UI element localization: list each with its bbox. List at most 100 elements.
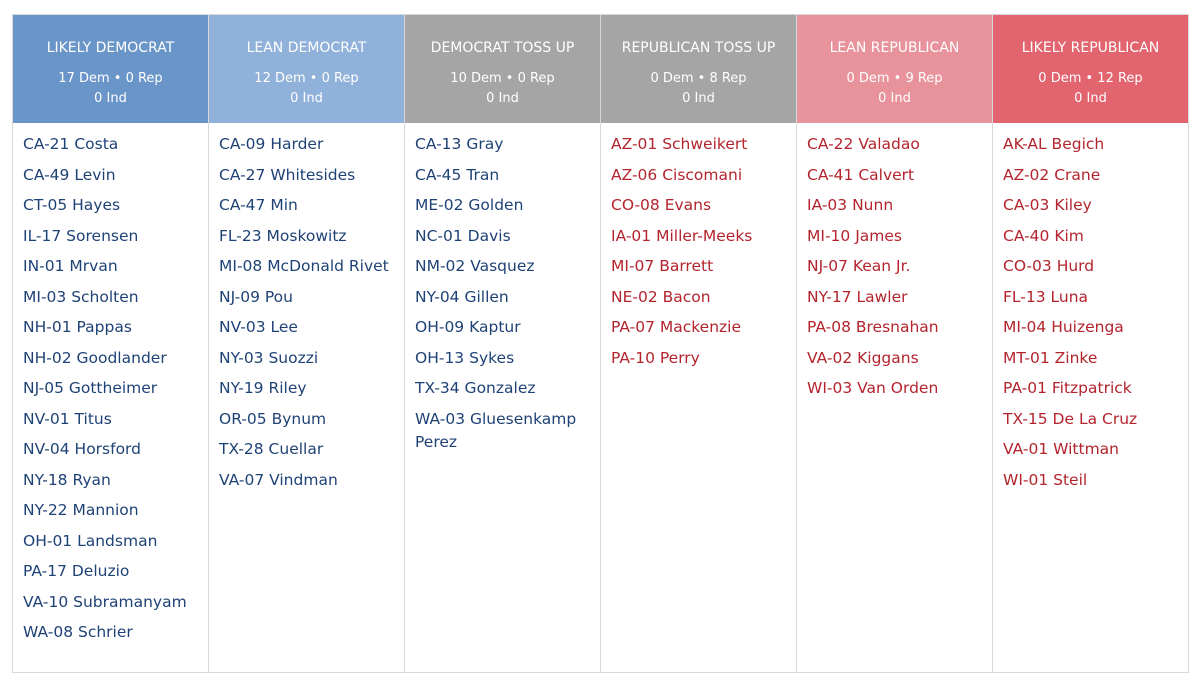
- race: FL-13 Luna: [1003, 287, 1089, 306]
- race: CO-08 Evans: [611, 196, 712, 214]
- race: CA-40 Kim: [1003, 226, 1084, 245]
- column-header: REPUBLICAN TOSS UP 0 Dem • 8 Rep 0 Ind: [601, 15, 796, 123]
- race: CA-45 Tran: [415, 165, 500, 184]
- race: OH-09 Kaptur: [415, 318, 521, 336]
- race: NM-02 Vasquez: [415, 257, 535, 275]
- seat-summary: 0 Dem • 12 Rep: [1038, 71, 1143, 86]
- race: NV-04 Horsford: [23, 440, 141, 458]
- independent-count: 0 Ind: [486, 91, 519, 106]
- column-title: REPUBLICAN TOSS UP: [621, 40, 776, 56]
- race: WA-03 Gluesenkamp Perez: [415, 409, 577, 451]
- race: MI-10 James: [807, 226, 902, 245]
- seat-summary: 12 Dem • 0 Rep: [254, 71, 359, 86]
- race: OR-05 Bynum: [219, 409, 327, 428]
- race: NY-03 Suozzi: [219, 348, 319, 367]
- race: NY-19 Riley: [219, 379, 307, 397]
- race-list: CA-22 Valadao CA-41 Calvert IA-03 Nunn MI-1…: [797, 123, 992, 408]
- rating-column: LEAN DEMOCRAT 12 Dem • 0 Rep 0 Ind CA-09 Ha…: [209, 15, 405, 672]
- race: VA-07 Vindman: [219, 470, 338, 489]
- race-list: CA-09 Harder CA-27 Whitesides CA-47 Min FL-…: [209, 123, 404, 499]
- column-header: LIKELY DEMOCRAT 17 Dem • 0 Rep 0 Ind: [13, 15, 208, 123]
- race: CA-21 Costa: [23, 135, 119, 153]
- race: PA-07 Mackenzie: [611, 318, 742, 336]
- race: CA-27 Whitesides: [219, 165, 356, 184]
- race: NV-01 Titus: [23, 409, 112, 428]
- race: WI-03 Van Orden: [807, 379, 939, 397]
- race: CA-47 Min: [219, 196, 298, 214]
- race: MI-07 Barrett: [611, 257, 714, 275]
- race: NY-22 Mannion: [23, 501, 139, 519]
- race: NJ-09 Pou: [219, 287, 293, 306]
- race: IN-01 Mrvan: [23, 257, 118, 275]
- race: TX-34 Gonzalez: [415, 379, 536, 397]
- race: VA-02 Kiggans: [807, 348, 919, 367]
- rating-column: REPUBLICAN TOSS UP 0 Dem • 8 Rep 0 Ind AZ-0…: [601, 15, 797, 672]
- race: FL-23 Moskowitz: [219, 226, 347, 245]
- independent-count: 0 Ind: [682, 91, 715, 106]
- column-header: LEAN REPUBLICAN 0 Dem • 9 Rep 0 Ind: [797, 15, 992, 123]
- column-header: DEMOCRAT TOSS UP 10 Dem • 0 Rep 0 Ind: [405, 15, 600, 123]
- race: WA-08 Schrier: [23, 623, 133, 641]
- column-header: LEAN DEMOCRAT 12 Dem • 0 Rep 0 Ind: [209, 15, 404, 123]
- race: AZ-02 Crane: [1003, 165, 1101, 184]
- race: PA-10 Perry: [611, 348, 700, 367]
- race: IL-17 Sorensen: [23, 226, 139, 245]
- independent-count: 0 Ind: [94, 91, 127, 106]
- race: OH-01 Landsman: [23, 531, 158, 550]
- independent-count: 0 Ind: [1074, 91, 1107, 106]
- seat-summary: 17 Dem • 0 Rep: [58, 71, 163, 86]
- column-header: LIKELY REPUBLICAN 0 Dem • 12 Rep 0 Ind: [993, 15, 1188, 123]
- race: ME-02 Golden: [415, 196, 524, 214]
- race: PA-01 Fitzpatrick: [1003, 379, 1132, 397]
- column-title: LIKELY DEMOCRAT: [46, 40, 175, 56]
- race: MI-04 Huizenga: [1003, 318, 1124, 336]
- race: CA-09 Harder: [219, 135, 324, 153]
- column-title: LIKELY REPUBLICAN: [1021, 40, 1160, 56]
- race: NC-01 Davis: [415, 226, 511, 245]
- race: WI-01 Steil: [1003, 470, 1088, 489]
- race: MI-03 Scholten: [23, 287, 139, 306]
- race: CO-03 Hurd: [1003, 257, 1095, 275]
- rating-column: LIKELY DEMOCRAT 17 Dem • 0 Rep 0 Ind CA-21 …: [13, 15, 209, 672]
- ratings-board: LIKELY DEMOCRAT 17 Dem • 0 Rep 0 Ind CA-21 …: [12, 14, 1189, 673]
- race: PA-08 Bresnahan: [807, 318, 939, 336]
- race: NJ-05 Gottheimer: [23, 379, 158, 397]
- race: MT-01 Zinke: [1003, 348, 1098, 367]
- race: CA-22 Valadao: [807, 135, 920, 153]
- race: NJ-07 Kean Jr.: [807, 257, 911, 275]
- independent-count: 0 Ind: [878, 91, 911, 106]
- race: NY-18 Ryan: [23, 470, 111, 489]
- rating-column: DEMOCRAT TOSS UP 10 Dem • 0 Rep 0 Ind CA-13…: [405, 15, 601, 672]
- seat-summary: 0 Dem • 8 Rep: [650, 71, 747, 86]
- race: NV-03 Lee: [219, 318, 298, 336]
- race: OH-13 Sykes: [415, 348, 515, 367]
- race: CA-41 Calvert: [807, 165, 915, 184]
- race: NY-04 Gillen: [415, 287, 509, 306]
- race: AZ-06 Ciscomani: [611, 165, 743, 184]
- race: CA-49 Levin: [23, 165, 116, 184]
- column-title: LEAN REPUBLICAN: [829, 40, 960, 56]
- race: CT-05 Hayes: [23, 196, 121, 214]
- seat-summary: 10 Dem • 0 Rep: [450, 71, 555, 86]
- race: AK-AL Begich: [1003, 135, 1105, 153]
- race: VA-10 Subramanyam: [23, 592, 187, 611]
- race-list: AZ-01 Schweikert AZ-06 Ciscomani CO-08 Eva…: [601, 123, 796, 377]
- race-list: CA-21 Costa CA-49 Levin CT-05 Hayes IL-17 S…: [13, 123, 208, 652]
- race: VA-01 Wittman: [1003, 440, 1119, 458]
- rating-column: LEAN REPUBLICAN 0 Dem • 9 Rep 0 Ind CA-22 V…: [797, 15, 993, 672]
- seat-summary: 0 Dem • 9 Rep: [846, 71, 943, 86]
- column-title: LEAN DEMOCRAT: [246, 40, 367, 56]
- race-list: CA-13 Gray CA-45 Tran ME-02 Golden NC-01 Da…: [405, 123, 600, 461]
- race: CA-03 Kiley: [1003, 196, 1092, 214]
- race: IA-03 Nunn: [807, 196, 894, 214]
- race: NY-17 Lawler: [807, 287, 908, 306]
- race: NE-02 Bacon: [611, 287, 711, 306]
- race: CA-13 Gray: [415, 135, 504, 153]
- race-list: AK-AL Begich AZ-02 Crane CA-03 Kiley CA-40 …: [993, 123, 1188, 499]
- rating-column: LIKELY REPUBLICAN 0 Dem • 12 Rep 0 Ind AK-A…: [993, 15, 1188, 672]
- race: PA-17 Deluzio: [23, 562, 130, 580]
- race: NH-02 Goodlander: [23, 348, 167, 367]
- race: AZ-01 Schweikert: [611, 135, 748, 153]
- independent-count: 0 Ind: [290, 91, 323, 106]
